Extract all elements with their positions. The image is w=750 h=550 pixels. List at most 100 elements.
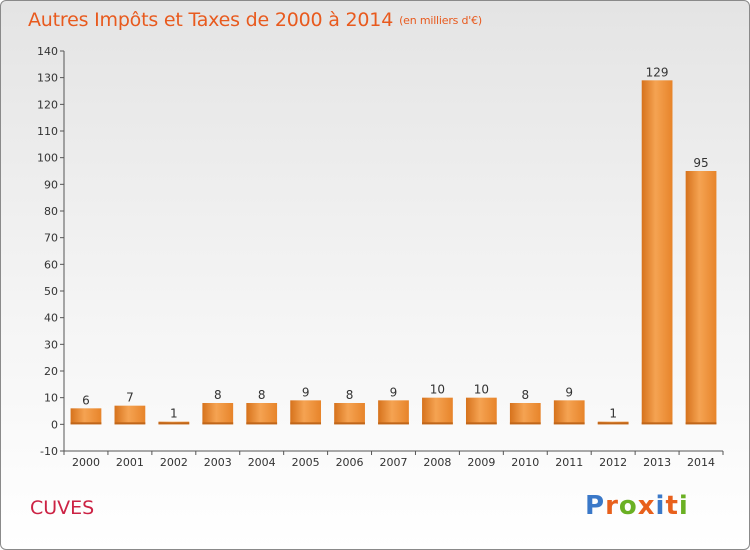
bar-group: 9 bbox=[290, 385, 322, 425]
bar-base bbox=[158, 422, 190, 425]
bar-group: 1 bbox=[597, 407, 629, 425]
y-tick-label: 20 bbox=[44, 365, 58, 378]
y-tick-label: 80 bbox=[44, 205, 58, 218]
bar-group: 95 bbox=[685, 156, 717, 425]
bar-base bbox=[597, 422, 629, 425]
bar-group: 10 bbox=[422, 383, 453, 425]
bar-value-label: 9 bbox=[302, 385, 310, 399]
bar-value-label: 9 bbox=[390, 385, 398, 399]
y-tick-label: 90 bbox=[44, 178, 58, 191]
bar-group: 6 bbox=[70, 393, 102, 425]
bar-base bbox=[378, 422, 409, 425]
bar-base bbox=[465, 422, 497, 425]
y-tick-label: 120 bbox=[37, 98, 58, 111]
chart-title: Autres Impôts et Taxes de 2000 à 2014 (en… bbox=[28, 9, 482, 31]
x-tick-label: 2014 bbox=[687, 456, 715, 469]
logo-letter: i bbox=[678, 491, 689, 521]
bar-base bbox=[509, 422, 541, 425]
chart-unit-label: (en milliers d'€) bbox=[399, 14, 482, 27]
bar bbox=[246, 403, 278, 425]
logo-letter: t bbox=[665, 491, 679, 521]
bar-group: 8 bbox=[334, 388, 365, 425]
x-tick-label: 2001 bbox=[116, 456, 144, 469]
y-tick-label: 70 bbox=[44, 232, 58, 245]
proxiti-logo[interactable]: Proxiti bbox=[585, 491, 689, 521]
bar bbox=[509, 403, 541, 425]
bar-base bbox=[70, 422, 102, 425]
bar-group: 8 bbox=[509, 388, 541, 425]
bar-group: 10 bbox=[465, 383, 497, 425]
bar bbox=[334, 403, 365, 425]
y-tick-label: 0 bbox=[51, 418, 58, 431]
x-tick-label: 2009 bbox=[467, 456, 495, 469]
bar-group: 9 bbox=[553, 385, 585, 425]
bar bbox=[553, 400, 585, 425]
logo-letter: i bbox=[655, 491, 666, 521]
x-tick-label: 2003 bbox=[204, 456, 232, 469]
bar bbox=[685, 171, 717, 425]
bar-base bbox=[114, 422, 146, 425]
y-tick-label: 40 bbox=[44, 312, 58, 325]
x-tick-label: 2011 bbox=[555, 456, 583, 469]
x-tick-label: 2010 bbox=[511, 456, 539, 469]
bar bbox=[641, 80, 673, 425]
y-tick-label: 10 bbox=[44, 392, 58, 405]
bar-base bbox=[334, 422, 365, 425]
bar bbox=[378, 400, 409, 425]
y-tick-label: 130 bbox=[37, 72, 58, 85]
bar-value-label: 129 bbox=[646, 65, 669, 79]
bar-value-label: 8 bbox=[346, 388, 354, 402]
bar-value-label: 95 bbox=[693, 156, 708, 170]
bar-value-label: 10 bbox=[430, 383, 445, 397]
bar-value-label: 10 bbox=[474, 383, 489, 397]
x-tick-label: 2012 bbox=[599, 456, 627, 469]
logo-letter: r bbox=[605, 491, 619, 521]
bar bbox=[114, 405, 146, 425]
bar-base bbox=[685, 422, 717, 425]
bar-value-label: 6 bbox=[82, 393, 90, 407]
bar-base bbox=[553, 422, 585, 425]
x-tick-label: 2000 bbox=[72, 456, 100, 469]
y-tick-label: 110 bbox=[37, 125, 58, 138]
bar-value-label: 9 bbox=[565, 385, 573, 399]
y-tick-label: 30 bbox=[44, 338, 58, 351]
x-tick-label: 2005 bbox=[292, 456, 320, 469]
y-tick-label: 50 bbox=[44, 285, 58, 298]
x-tick-label: 2008 bbox=[423, 456, 451, 469]
bar-base bbox=[246, 422, 278, 425]
chart-title-text: Autres Impôts et Taxes de 2000 à 2014 bbox=[28, 9, 394, 31]
bar-base bbox=[290, 422, 322, 425]
bar-base bbox=[202, 422, 234, 425]
commune-name: CUVES bbox=[30, 497, 95, 519]
bar-group: 8 bbox=[246, 388, 278, 425]
bar-base bbox=[641, 422, 673, 425]
bar bbox=[465, 397, 497, 425]
y-tick-label: 140 bbox=[37, 45, 58, 58]
bar-value-label: 1 bbox=[170, 407, 178, 421]
y-tick-label: 60 bbox=[44, 258, 58, 271]
bar-group: 1 bbox=[158, 407, 190, 425]
bar-value-label: 8 bbox=[258, 388, 266, 402]
x-tick-label: 2013 bbox=[643, 456, 671, 469]
y-tick-label: 100 bbox=[37, 152, 58, 165]
logo-letter: o bbox=[618, 491, 638, 521]
bar-value-label: 8 bbox=[521, 388, 529, 402]
bar-value-label: 1 bbox=[609, 407, 617, 421]
y-tick-label: -10 bbox=[40, 445, 58, 458]
bar bbox=[202, 403, 234, 425]
x-tick-label: 2006 bbox=[336, 456, 364, 469]
bar-value-label: 8 bbox=[214, 388, 222, 402]
bar bbox=[70, 408, 102, 425]
x-tick-label: 2007 bbox=[380, 456, 408, 469]
bar bbox=[290, 400, 322, 425]
logo-letter: P bbox=[585, 491, 606, 521]
x-tick-label: 2002 bbox=[160, 456, 188, 469]
bar bbox=[422, 397, 453, 425]
bar-group: 9 bbox=[378, 385, 409, 425]
logo-letter: x bbox=[637, 491, 656, 521]
bar-group: 129 bbox=[641, 65, 673, 425]
bar-group: 8 bbox=[202, 388, 234, 425]
bar-group: 7 bbox=[114, 391, 146, 425]
